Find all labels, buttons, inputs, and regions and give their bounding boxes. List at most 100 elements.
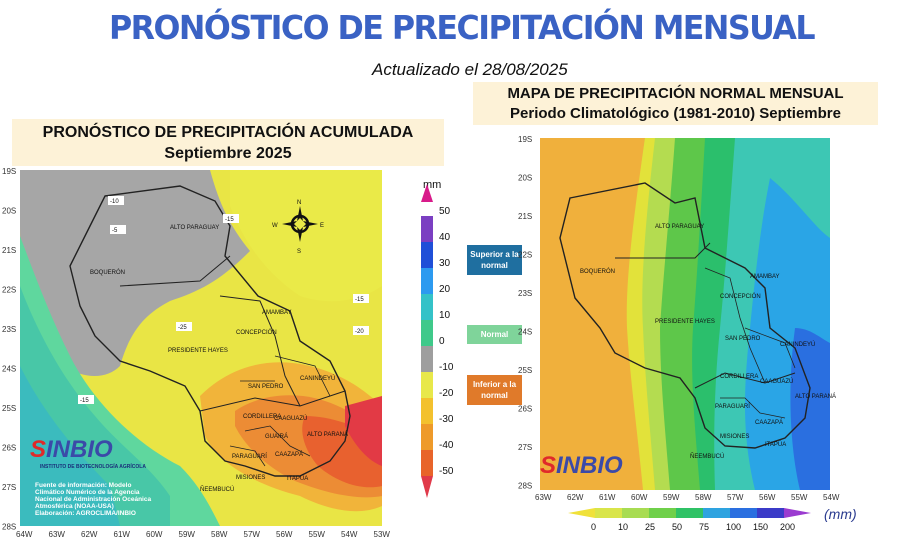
normal-region-neembucu: ÑEEMBUCÚ xyxy=(690,453,724,460)
legend-tick-label: 10 xyxy=(618,522,628,532)
lon-tick-label: 59W xyxy=(663,493,680,502)
category-below-normal: Inferior a la normal xyxy=(467,375,522,405)
lon-tick-label: 61W xyxy=(599,493,616,502)
lon-tick-label: 64W xyxy=(16,530,33,539)
lon-tick-label: 62W xyxy=(81,530,98,539)
lat-tick-label: 23S xyxy=(518,289,532,298)
forecast-map-subtitle: Septiembre 2025 xyxy=(164,145,292,162)
lat-tick-label: 20S xyxy=(2,207,16,216)
lon-tick-label: 56W xyxy=(276,530,293,539)
legend-tick-label: -10 xyxy=(439,362,454,373)
region-boqueron: BOQUERÓN xyxy=(90,269,125,276)
lon-tick-label: 57W xyxy=(727,493,744,502)
legend-tick-label: 0 xyxy=(591,522,596,532)
legend-tick-label: -30 xyxy=(439,414,454,425)
svg-text:S: S xyxy=(297,249,301,255)
inbio-logo-subtitle: INSTITUTO DE BIOTECNOLOGÍA AGRÍCOLA xyxy=(40,464,146,470)
lon-tick-label: 55W xyxy=(791,493,808,502)
legend-swatch xyxy=(757,508,784,518)
legend-swatch xyxy=(568,508,595,518)
compass-rose-icon: N E S W xyxy=(272,200,324,255)
contour-label-bg xyxy=(110,225,126,234)
lon-tick-label: 53W xyxy=(374,530,391,539)
normal-region-amambay: AMAMBAY xyxy=(750,274,780,280)
contour-label-bg xyxy=(353,294,369,303)
lat-tick-label: 19S xyxy=(518,135,532,144)
legend-swatch xyxy=(622,508,649,518)
contour-label: -10 xyxy=(110,199,119,205)
contour-label-bg xyxy=(223,214,239,223)
normal-region-paraguari: PARAGUARÍ xyxy=(715,403,750,410)
normal-region-misiones: MISIONES xyxy=(720,434,749,440)
region-caazapa: CAAZAPÁ xyxy=(275,451,303,458)
legend-tick-label: 50 xyxy=(672,522,682,532)
lon-tick-label: 56W xyxy=(759,493,776,502)
legend-swatch xyxy=(421,346,433,372)
contour-label: -15 xyxy=(80,398,89,404)
legend-swatch xyxy=(730,508,757,518)
lat-tick-label: 27S xyxy=(518,443,532,452)
normal-region-concepcion: CONCEPCIÓN xyxy=(720,293,761,300)
legend-swatch xyxy=(421,294,433,320)
contour-label-bg xyxy=(176,322,192,331)
forecast-map-title: PRONÓSTICO DE PRECIPITACIÓN ACUMULADA xyxy=(42,124,414,141)
legend-swatch xyxy=(421,372,433,398)
normal-map-header: MAPA DE PRECIPITACIÓN NORMAL MENSUAL Per… xyxy=(473,82,878,125)
legend-unit: mm xyxy=(423,180,441,191)
legend-tick-label: 40 xyxy=(439,232,451,243)
normal-region-caaguazu: CAAGUAZÚ xyxy=(760,378,793,385)
lon-tick-label: 61W xyxy=(114,530,131,539)
svg-text:N: N xyxy=(297,200,301,206)
contour-label: -20 xyxy=(355,329,364,335)
legend-swatch xyxy=(421,320,433,346)
normal-region-boqueron: BOQUERÓN xyxy=(580,268,615,275)
legend-tick-label: 150 xyxy=(753,522,768,532)
normal-region-caazapa: CAAZAPÁ xyxy=(755,419,783,426)
lat-tick-label: 28S xyxy=(518,482,532,491)
contour-label: -15 xyxy=(355,297,364,303)
region-amambay: AMAMBAY xyxy=(262,310,292,316)
legend-tick-label: 10 xyxy=(439,310,451,321)
legend-tick-label: -40 xyxy=(439,440,454,451)
lat-tick-label: 25S xyxy=(518,366,532,375)
lat-tick-label: 20S xyxy=(518,174,532,183)
legend-swatch xyxy=(421,242,433,268)
region-concepcion: CONCEPCIÓN xyxy=(236,329,277,336)
lon-tick-label: 59W xyxy=(179,530,196,539)
inbio-logo: SINBIO xyxy=(30,436,113,463)
svg-text:E: E xyxy=(320,223,324,229)
region-alto-paraguay: ALTO PARAGUAY xyxy=(170,225,219,231)
legend-tick-label: 100 xyxy=(726,522,741,532)
contour-label: -25 xyxy=(178,325,187,331)
legend-tick-label: 50 xyxy=(439,206,451,217)
forecast-map-header: PRONÓSTICO DE PRECIPITACIÓN ACUMULADA Se… xyxy=(12,119,444,166)
legend-swatch xyxy=(421,424,433,450)
normal-map-title: MAPA DE PRECIPITACIÓN NORMAL MENSUAL xyxy=(507,85,844,102)
lon-tick-label: 57W xyxy=(244,530,261,539)
region-guaira: GUAIRÁ xyxy=(265,433,288,440)
normal-map: ALTO PARAGUAY BOQUERÓN PRESIDENTE HAYES … xyxy=(518,135,840,502)
legend-tick-label: 0 xyxy=(439,336,445,347)
lat-tick-label: 21S xyxy=(2,246,16,255)
region-presidente-hayes: PRESIDENTE HAYES xyxy=(168,348,228,354)
normal-region-alto-parana: ALTO PARANÁ xyxy=(795,393,836,400)
legend-tick-label: 20 xyxy=(439,284,451,295)
normal-map-subtitle: Periodo Climatológico (1981-2010) Septie… xyxy=(510,105,841,122)
region-cordillera: CORDILLERA xyxy=(243,414,281,420)
legend-swatch xyxy=(676,508,703,518)
normal-region-cordillera: CORDILLERA xyxy=(720,374,758,380)
region-paraguari: PARAGUARÍ xyxy=(232,453,267,460)
legend-swatch xyxy=(784,508,811,518)
lat-tick-label: 23S xyxy=(2,325,16,334)
legend-tick-label: -50 xyxy=(439,466,454,477)
lat-tick-label: 28S xyxy=(2,523,16,532)
lat-tick-label: 26S xyxy=(518,405,532,414)
lat-tick-label: 26S xyxy=(2,444,16,453)
legend-swatch xyxy=(421,216,433,242)
legend-tick-label: -20 xyxy=(439,388,454,399)
lon-tick-label: 63W xyxy=(49,530,66,539)
region-alto-parana: ALTO PARANÁ xyxy=(307,431,348,438)
lat-tick-label: 25S xyxy=(2,404,16,413)
region-canindeyu: CANINDEYÚ xyxy=(300,375,335,382)
lon-tick-label: 54W xyxy=(341,530,358,539)
